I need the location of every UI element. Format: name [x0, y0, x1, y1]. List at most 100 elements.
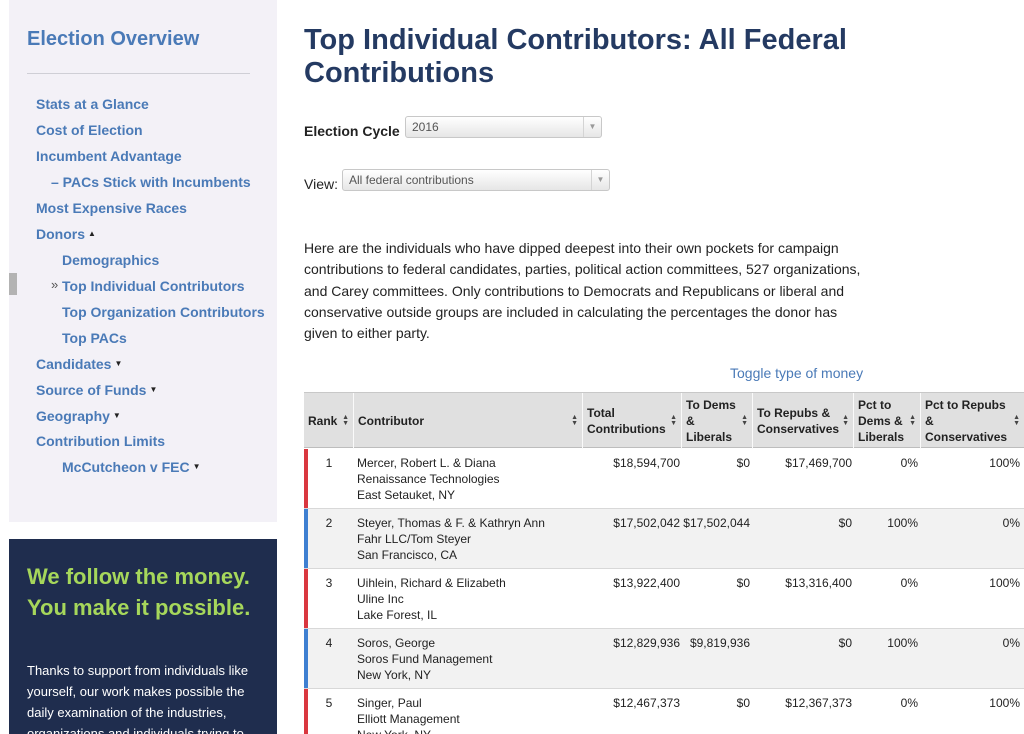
sidebar-item-pacs-stick[interactable]: – PACs Stick with Incumbents — [51, 174, 251, 190]
cell-to-repubs: $12,367,373 — [785, 696, 852, 710]
cell-to-repubs: $0 — [838, 516, 852, 530]
donation-promo: We follow the money. You make it possibl… — [9, 539, 277, 734]
cell-rank: 3 — [325, 576, 333, 590]
table-row: 3 $13,922,400 $0 $13,316,400 0% 100% Uihlein, … — [304, 569, 1024, 629]
sort-icon: ▲ ▼ — [909, 414, 916, 427]
cell-pct-dems: 0% — [900, 576, 918, 590]
sidebar-item-mccutcheon-v-fec[interactable]: McCutcheon v FEC ▼ — [62, 459, 201, 475]
party-color-bar — [304, 569, 308, 628]
cell-pct-repubs: 100% — [989, 576, 1020, 590]
column-header-to-dems[interactable]: To Dems & Liberals ▲ ▼ — [682, 393, 753, 449]
sidebar-item-label: Candidates — [36, 356, 112, 372]
caret-down-icon: ▼ — [192, 462, 201, 471]
sidebar-item-source-of-funds[interactable]: Source of Funds ▼ — [36, 382, 157, 398]
table-row: 1 $18,594,700 $0 $17,469,700 0% 100% Mercer, R… — [304, 449, 1024, 509]
contributor-location: San Francisco, CA — [357, 548, 458, 562]
cell-pct-dems: 100% — [887, 516, 918, 530]
contributor-name: Mercer, Robert L. & Diana — [357, 456, 496, 470]
sidebar-item-incumbent-advantage[interactable]: Incumbent Advantage — [36, 148, 182, 164]
contributor-location: New York, NY — [357, 727, 583, 734]
cell-contributor: Uihlein, Richard & Elizabeth Uline Inc Lak… — [357, 575, 583, 623]
view-value: All federal contributions — [349, 173, 474, 187]
contributor-location: East Setauket, NY — [357, 488, 456, 502]
cell-total: $17,502,042 — [613, 516, 680, 530]
sidebar-item-contribution-limits[interactable]: Contribution Limits — [36, 433, 165, 449]
toggle-type-of-money-link[interactable]: Toggle type of money — [730, 365, 864, 381]
contributor-name: Singer, Paul — [357, 696, 422, 710]
sidebar-item-label: Contribution Limits — [36, 433, 166, 449]
cell-total: $18,594,700 — [613, 456, 680, 470]
column-header-pct-repubs[interactable]: Pct to Repubs & Conservatives ▲ ▼ — [925, 398, 1020, 444]
contributor-org: Renaissance Technologies — [357, 472, 500, 486]
contributor-org: Elliott Management — [357, 712, 460, 726]
caret-down-icon: ▼ — [114, 359, 123, 368]
intro-paragraph: Here are the individuals who have dipped… — [304, 240, 861, 342]
chevron-down-icon: ▼ — [591, 170, 609, 190]
contributor-name: Uihlein, Richard & Elizabeth — [357, 576, 506, 590]
election-cycle-select[interactable]: 2016 ▼ — [405, 116, 602, 138]
sidebar-item-top-individual-contributors[interactable]: Top Individual Contributors — [62, 278, 245, 294]
view-label: View: — [304, 176, 338, 192]
cell-pct-dems: 0% — [900, 456, 918, 470]
caret-down-icon: ▼ — [112, 411, 121, 420]
column-header-to-repubs[interactable]: To Repubs & Conservatives ▲ ▼ — [753, 393, 854, 449]
cell-pct-dems: 0% — [900, 696, 918, 710]
cell-total: $13,922,400 — [613, 576, 680, 590]
sidebar-panel — [9, 0, 277, 522]
cell-to-repubs: $17,469,700 — [785, 456, 852, 470]
sidebar-item-label: Most Expensive Races — [36, 200, 187, 216]
cell-contributor: Steyer, Thomas & F. & Kathryn Ann Fahr LL… — [357, 515, 583, 563]
cell-pct-repubs: 100% — [989, 696, 1020, 710]
sidebar-item-demographics[interactable]: Demographics — [62, 252, 159, 268]
sort-icon: ▲ ▼ — [741, 414, 748, 427]
column-header-contributor[interactable]: Contributor ▲ ▼ — [354, 393, 583, 449]
cell-to-dems: $0 — [736, 456, 750, 470]
contributor-org: Fahr LLC/Tom Steyer — [357, 532, 472, 546]
sidebar-item-donors[interactable]: Donors ▲ — [36, 226, 96, 242]
cell-to-dems: $0 — [736, 696, 750, 710]
table-row: 2 $17,502,042 $17,502,044 $0 100% 0% Steyer, T… — [304, 509, 1024, 569]
contributor-name: Soros, George — [357, 636, 436, 650]
cell-contributor: Mercer, Robert L. & Diana Renaissance Tec… — [357, 455, 583, 503]
table-header: Rank ▲ ▼ Contributor ▲ ▼ Total Contributions… — [304, 392, 1024, 449]
sidebar: Election Overview Stats at a Glance Cost … — [0, 0, 277, 734]
sidebar-item-stats-at-a-glance[interactable]: Stats at a Glance — [36, 96, 149, 112]
promo-body: Thanks to support from individuals like … — [27, 663, 249, 734]
contributor-org: Uline Inc — [357, 592, 404, 606]
contributor-org: Soros Fund Management — [357, 652, 493, 666]
sidebar-item-label: Top PACs — [62, 330, 127, 346]
sidebar-divider — [27, 73, 250, 74]
cell-rank: 4 — [325, 636, 333, 650]
sidebar-item-label: Demographics — [62, 252, 160, 268]
sidebar-item-geography[interactable]: Geography ▼ — [36, 408, 121, 424]
cell-contributor: Soros, George Soros Fund Management New Yo… — [357, 635, 583, 683]
sort-icon: ▲ ▼ — [842, 414, 849, 427]
cell-rank: 5 — [325, 696, 333, 710]
sidebar-item-most-expensive-races[interactable]: Most Expensive Races — [36, 200, 187, 216]
election-cycle-value: 2016 — [412, 120, 439, 134]
view-select[interactable]: All federal contributions ▼ — [342, 169, 610, 191]
sidebar-item-candidates[interactable]: Candidates ▼ — [36, 356, 122, 372]
table-row: 5 $12,467,373 $0 $12,367,373 0% 100% Singer, P… — [304, 689, 1024, 734]
sidebar-item-cost-of-election[interactable]: Cost of Election — [36, 122, 143, 138]
column-header-pct-dems[interactable]: Pct to Dems & Liberals ▲ ▼ — [854, 393, 921, 449]
contributor-name: Steyer, Thomas & F. & Kathryn Ann — [357, 516, 545, 530]
promo-headline: We follow the money. You make it possibl… — [27, 564, 251, 620]
column-header-total[interactable]: Total Contributions ▲ ▼ — [583, 393, 682, 449]
sort-icon: ▲ ▼ — [1013, 414, 1020, 427]
cell-rank: 1 — [325, 456, 333, 470]
sidebar-item-label: – PACs Stick with Incumbents — [51, 174, 251, 190]
sidebar-item-top-pacs[interactable]: Top PACs — [62, 330, 127, 346]
chevron-down-icon: ▼ — [583, 117, 601, 137]
active-item-indicator: » — [51, 277, 59, 292]
column-header-rank[interactable]: Rank ▲ ▼ — [304, 393, 354, 449]
active-item-marker — [9, 273, 17, 295]
cell-pct-repubs: 100% — [989, 456, 1020, 470]
sidebar-item-label: Donors — [36, 226, 85, 242]
cell-to-dems: $9,819,936 — [689, 636, 750, 650]
cell-total: $12,467,373 — [613, 696, 680, 710]
sidebar-item-top-organization-contributors[interactable]: Top Organization Contributors — [62, 304, 265, 320]
sort-icon: ▲ ▼ — [670, 414, 677, 427]
sidebar-item-label: Incumbent Advantage — [36, 148, 182, 164]
